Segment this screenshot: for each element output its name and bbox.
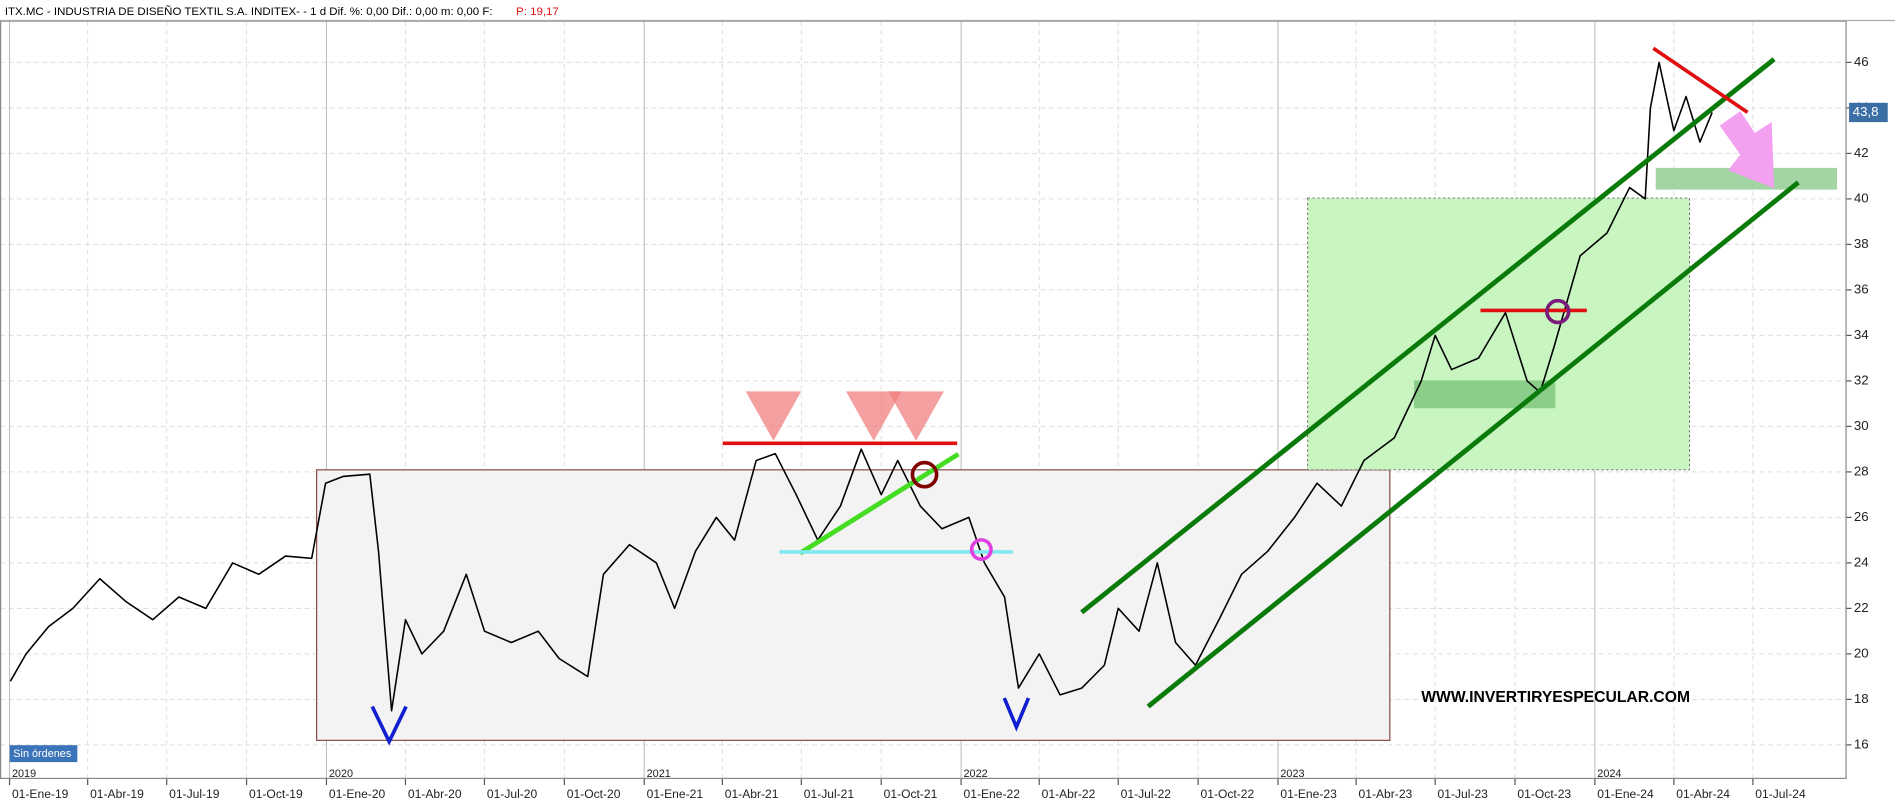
y-tick-label: 34 [1854, 327, 1869, 342]
channel-upper [1080, 57, 1776, 615]
orders-label: Sin órdenes [13, 748, 72, 760]
range-box [316, 469, 1391, 741]
x-tick-label: 01-Jul-22 [1121, 787, 1172, 801]
last-price-label: 43,8 [1853, 104, 1879, 119]
x-tick-label: 01-Oct-19 [249, 787, 303, 801]
target-zone [1655, 167, 1837, 190]
x-tick-label: 01-Abr-22 [1042, 787, 1096, 801]
top-marker [888, 391, 944, 441]
top-marker [845, 391, 902, 441]
y-tick-label: 16 [1854, 736, 1869, 751]
channel-lower [1146, 180, 1800, 709]
x-tick-label: 01-Ene-24 [1597, 787, 1654, 801]
x-axis-bg [0, 780, 1895, 808]
breakout-box [1307, 197, 1691, 471]
year-label: 2024 [1597, 768, 1621, 780]
x-tick-label: 01-Ene-19 [12, 787, 69, 801]
x-tick-label: 01-Oct-23 [1517, 787, 1571, 801]
resistance-line [1652, 46, 1749, 114]
x-tick-label: 01-Jul-23 [1438, 787, 1489, 801]
y-tick-label: 18 [1854, 691, 1869, 706]
break-circle [1545, 298, 1571, 325]
low-marker [1002, 697, 1031, 732]
low-marker [370, 705, 408, 746]
break-circle [910, 460, 939, 489]
orders-badge [9, 745, 78, 763]
x-tick-label: 01-Oct-21 [884, 787, 938, 801]
axes: 1618202224262830323436384042444601-Ene-1… [0, 21, 1895, 808]
price-line [9, 61, 1713, 712]
header-price: P: 19,17 [516, 6, 559, 18]
y-tick-label: 36 [1854, 281, 1869, 296]
y-tick-label: 22 [1854, 600, 1869, 615]
x-tick-label: 01-Jul-19 [169, 787, 220, 801]
watermark: WWW.INVERTIRYESPECULAR.COM [1421, 689, 1690, 706]
x-tick-label: 01-Abr-21 [725, 787, 779, 801]
year-label: 2021 [647, 768, 671, 780]
x-tick-label: 01-Oct-20 [567, 787, 621, 801]
target-arrow [1719, 111, 1775, 189]
y-tick-label: 28 [1854, 463, 1869, 478]
x-tick-label: 01-Abr-19 [90, 787, 144, 801]
x-tick-label: 01-Ene-21 [647, 787, 704, 801]
y-tick-label: 20 [1854, 645, 1869, 660]
y-tick-label: 38 [1854, 236, 1869, 251]
y-tick-label: 32 [1854, 372, 1869, 387]
x-tick-label: 01-Ene-22 [964, 787, 1021, 801]
x-tick-label: 01-Ene-20 [329, 787, 386, 801]
y-axis-bg [1847, 21, 1895, 780]
year-label: 2022 [964, 768, 988, 780]
top-marker [745, 391, 802, 441]
y-tick-label: 42 [1854, 145, 1869, 160]
x-tick-label: 01-Jul-24 [1755, 787, 1806, 801]
series [9, 61, 1713, 712]
break-circle [969, 538, 993, 562]
last-price-box [1849, 102, 1888, 123]
header-title: ITX.MC - INDUSTRIA DE DISEÑO TEXTIL S.A.… [5, 5, 493, 18]
x-tick-label: 01-Abr-23 [1359, 787, 1413, 801]
y-tick-label: 24 [1854, 554, 1869, 569]
year-label: 2019 [12, 768, 36, 780]
year-label: 2020 [329, 768, 353, 780]
y-tick-label: 40 [1854, 190, 1869, 205]
header-bar [0, 0, 1895, 21]
x-tick-label: 01-Ene-23 [1280, 787, 1337, 801]
y-tick-label: 46 [1854, 54, 1869, 69]
x-tick-label: 01-Abr-24 [1676, 787, 1730, 801]
x-tick-label: 01-Abr-20 [408, 787, 462, 801]
x-tick-label: 01-Jul-21 [804, 787, 855, 801]
x-tick-label: 01-Jul-20 [487, 787, 538, 801]
y-tick-label: 26 [1854, 509, 1869, 524]
trend-line [798, 452, 960, 556]
x-tick-label: 01-Oct-22 [1201, 787, 1255, 801]
year-label: 2023 [1280, 768, 1304, 780]
y-tick-label: 30 [1854, 418, 1869, 433]
